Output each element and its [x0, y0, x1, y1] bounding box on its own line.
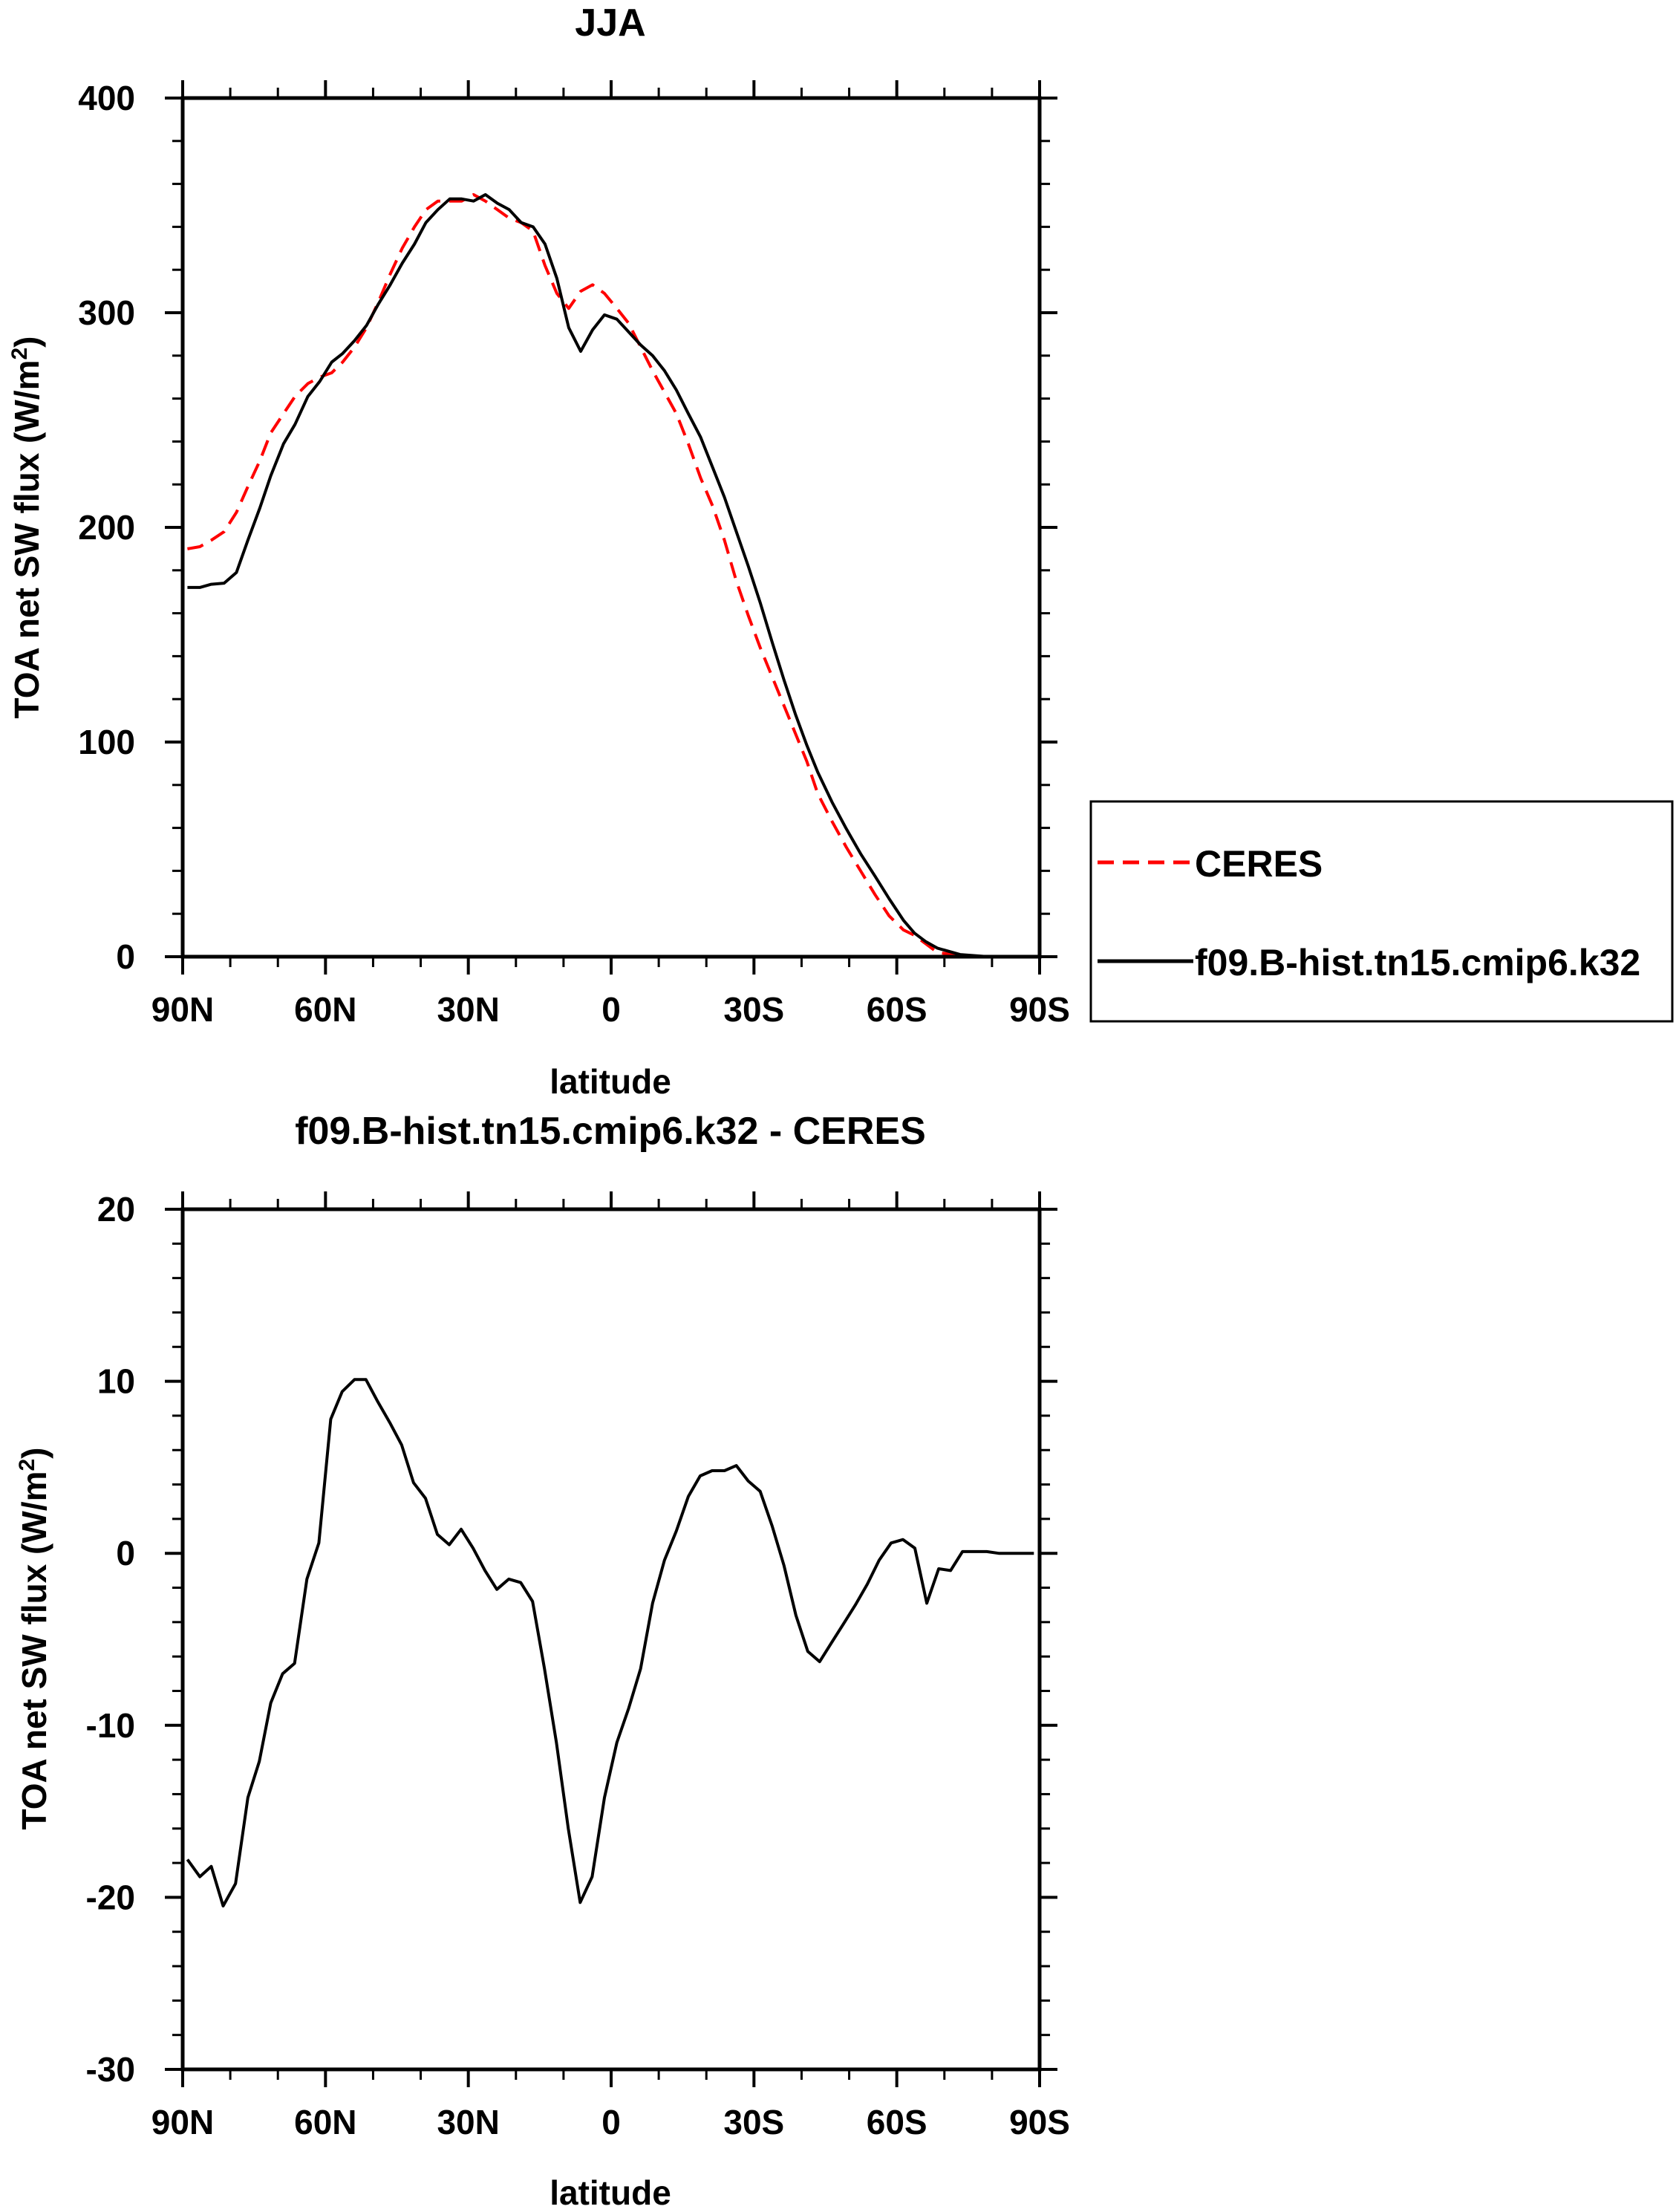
series-line-ceres	[187, 193, 1034, 958]
x-tick-label: 90S	[1009, 990, 1070, 1029]
x-axis-label: latitude	[550, 1062, 671, 1101]
y-tick-label: -10	[86, 1706, 135, 1745]
x-tick-label: 0	[601, 2103, 621, 2141]
legend-label-model: f09.B-hist.tn15.cmip6.k32	[1195, 942, 1640, 983]
y-axis-label: TOA net SW flux (W/m2)	[7, 336, 46, 719]
legend-label-ceres: CERES	[1195, 843, 1323, 885]
bottom-panel-difference: f09.B-hist.tn15.cmip6.k32 - CERES latitu…	[15, 1110, 1070, 2212]
x-tick-label: 90N	[151, 2103, 214, 2141]
x-tick-label: 30S	[723, 2103, 784, 2141]
x-tick-label: 30N	[437, 990, 499, 1029]
x-tick-label: 0	[601, 990, 621, 1029]
y-tick-label: 10	[97, 1362, 135, 1401]
series-line-f09-b-hist-tn15-cmip6-k32	[187, 193, 1034, 958]
x-axis-label: latitude	[550, 2173, 671, 2212]
plot-frame	[180, 96, 1042, 959]
x-tick-label: 30N	[437, 2103, 499, 2141]
y-tick-label: 0	[116, 937, 135, 976]
y-tick-label: 300	[78, 293, 135, 332]
x-tick-label: 90S	[1009, 2103, 1070, 2141]
y-tick-label: 0	[116, 1534, 135, 1572]
top-panel-jja: JJA latitude TOA net SW flux (W/m2) 90N 6…	[7, 1, 1070, 1101]
chart-title: f09.B-hist.tn15.cmip6.k32 - CERES	[295, 1110, 926, 1153]
y-tick-label: -20	[86, 1878, 135, 1916]
chart-title: JJA	[575, 1, 645, 45]
y-axis-label: TOA net SW flux (W/m2)	[15, 1448, 53, 1830]
legend: CERES f09.B-hist.tn15.cmip6.k32	[1089, 800, 1674, 1023]
x-tick-label: 60N	[294, 2103, 356, 2141]
x-tick-label: 30S	[723, 990, 784, 1029]
x-tick-label: 60S	[867, 990, 927, 1029]
y-tick-label: 100	[78, 723, 135, 761]
y-tick-label: 400	[78, 79, 135, 117]
x-tick-label: 60S	[867, 2103, 927, 2141]
y-tick-label: 20	[97, 1190, 135, 1229]
x-tick-label: 60N	[294, 990, 356, 1029]
series-line-difference	[186, 1378, 1034, 1907]
y-tick-label: -30	[86, 2050, 135, 2089]
x-tick-label: 90N	[151, 990, 214, 1029]
y-tick-label: 200	[78, 508, 135, 547]
legend-box	[1089, 800, 1674, 1023]
plot-frame	[180, 1207, 1042, 2072]
